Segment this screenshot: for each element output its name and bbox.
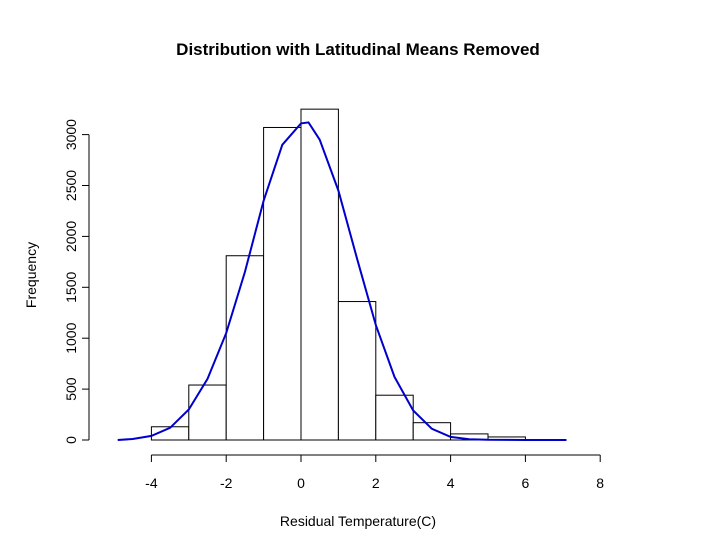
histogram-bar-1 bbox=[188, 384, 227, 441]
y-tick-label: 0 bbox=[63, 436, 79, 444]
y-tick-label: 500 bbox=[63, 377, 79, 401]
bars-layer bbox=[150, 108, 526, 441]
chart-title: Distribution with Latitudinal Means Remo… bbox=[176, 40, 540, 59]
x-tick-label: 8 bbox=[596, 475, 604, 491]
histogram-bar-7 bbox=[412, 422, 452, 441]
density-curve bbox=[117, 121, 567, 441]
y-tick-label: 3000 bbox=[63, 119, 79, 150]
y-tick-label: 1000 bbox=[63, 322, 79, 353]
histogram-bar-5 bbox=[337, 301, 377, 441]
x-tick-label: 0 bbox=[297, 475, 305, 491]
y-tick-label: 1500 bbox=[63, 272, 79, 303]
x-tick-label: -2 bbox=[220, 475, 233, 491]
y-axis: 0 500 1000 1500 2000 2500 3000 bbox=[63, 119, 90, 444]
x-tick-label: -4 bbox=[145, 475, 158, 491]
y-axis-label: Frequency bbox=[23, 242, 39, 308]
y-tick-label: 2500 bbox=[63, 170, 79, 201]
y-tick-label: 2000 bbox=[63, 221, 79, 252]
histogram-bar-2 bbox=[225, 255, 265, 441]
x-tick-label: 2 bbox=[372, 475, 380, 491]
x-axis-label: Residual Temperature(C) bbox=[280, 513, 436, 529]
x-axis: -4 -2 0 2 4 6 8 bbox=[145, 454, 604, 491]
histogram-bar-6 bbox=[375, 394, 414, 441]
histogram-bar-3 bbox=[263, 126, 302, 441]
histogram-bar-4 bbox=[300, 108, 339, 441]
x-tick-label: 6 bbox=[522, 475, 530, 491]
x-tick-label: 4 bbox=[447, 475, 455, 491]
